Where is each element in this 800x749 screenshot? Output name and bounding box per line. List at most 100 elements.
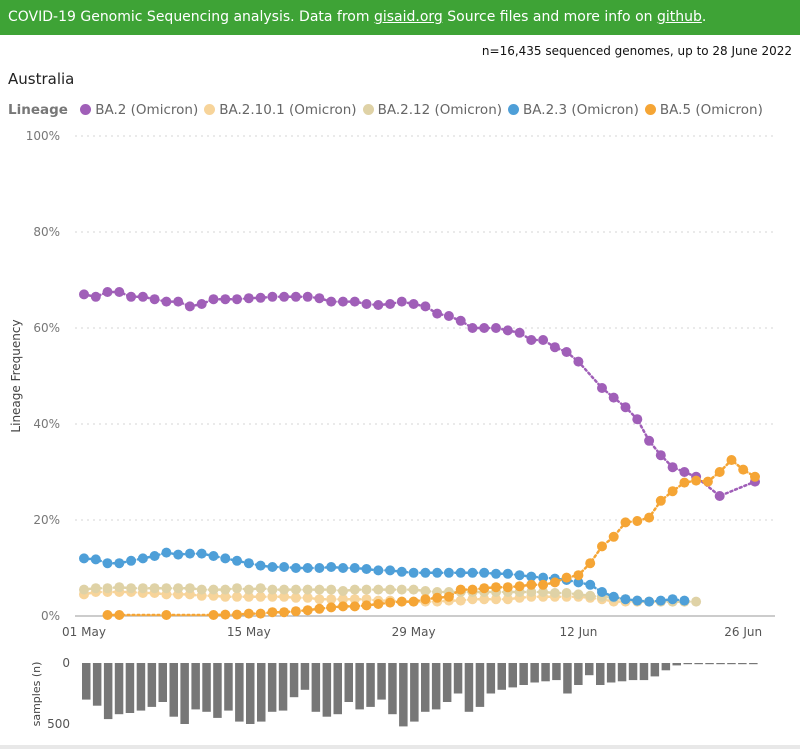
data-point [714,467,725,477]
data-point [385,565,396,576]
data-point [326,584,337,595]
data-point [455,595,466,606]
samples-bar [683,663,692,665]
data-point [161,547,172,558]
y-tick-label: 20% [33,513,60,527]
data-point [349,584,360,595]
data-point [491,568,501,579]
samples-bar [639,663,649,681]
data-point [549,577,560,588]
data-point [208,551,219,561]
legend-marker [644,104,656,115]
data-point [514,327,525,338]
data-point [561,347,572,357]
gisaid-link[interactable]: gisaid.org [373,9,443,25]
series-line [82,590,686,603]
data-point [432,308,443,319]
data-point [361,299,372,309]
data-point [573,356,584,367]
samples-bar [388,663,397,715]
samples-bar [224,663,233,711]
x-tick-label: 26 Jun [724,625,762,639]
data-point [243,293,254,304]
samples-bar [311,663,321,712]
data-point [620,517,631,528]
data-point [338,563,348,573]
series-line [82,551,686,603]
data-point [455,584,466,595]
legend-item-ba-5-omicron[interactable]: BA.5 (Omicron) [644,102,763,118]
data-point [196,548,207,559]
data-point [102,287,113,297]
samples-bar [289,663,299,698]
data-point [420,586,431,596]
data-point [573,589,584,600]
data-point [232,555,242,566]
data-point [338,594,348,605]
data-point [538,335,549,345]
y-tick-label: 60% [33,321,60,335]
samples-axis-title: samples (n) [30,662,43,727]
data-point [691,596,702,607]
data-point [232,294,242,305]
data-point [385,597,396,608]
data-point [373,565,384,576]
data-point [443,567,454,578]
data-point [114,610,125,620]
legend-item-ba-2-10-1-omicron[interactable]: BA.2.10.1 (Omicron) [204,102,357,118]
data-point [149,294,160,305]
data-point [326,602,337,613]
samples-bar [147,663,157,707]
samples-bar [246,663,255,724]
data-point [750,471,760,482]
samples-bar [333,663,342,715]
github-link[interactable]: github [656,9,702,25]
data-point [526,587,537,597]
data-point [184,548,195,559]
samples-bar [508,663,517,688]
samples-bar [650,663,660,677]
samples-bar [344,663,353,702]
samples-bar [606,663,616,683]
data-point [255,560,266,571]
data-point [538,572,549,583]
data-point [632,516,643,526]
data-point [373,300,384,310]
data-point [655,595,666,606]
samples-bar [377,663,386,700]
data-point [420,301,431,312]
series-ba-2-omicron [79,287,760,501]
data-point [432,567,443,578]
data-point [585,579,596,590]
data-point [173,583,184,594]
series-line [82,290,757,498]
data-point [290,592,301,603]
data-point [338,586,348,596]
data-point [526,579,537,590]
legend-item-ba-2-12-omicron[interactable]: BA.2.12 (Omicron) [362,102,502,118]
data-point [326,562,337,572]
samples-bar [235,663,244,722]
samples-bar [497,663,506,690]
data-point [467,584,478,595]
samples-bar [541,663,550,682]
data-point [491,594,501,605]
data-point [232,583,242,594]
samples-bar [191,663,200,710]
data-point [502,568,513,579]
data-point [467,594,478,605]
data-point [526,571,537,582]
data-point [173,549,184,560]
legend-item-ba-2-omicron[interactable]: BA.2 (Omicron) [80,102,198,118]
legend-marker [204,104,216,115]
data-point [408,299,419,309]
data-point [691,475,702,486]
data-point [726,455,737,465]
samples-bar [82,663,91,700]
data-point [549,588,560,598]
samples-bar [399,663,408,727]
samples-bar [202,663,211,712]
data-point [161,610,172,620]
legend-item-ba-2-3-omicron[interactable]: BA.2.3 (Omicron) [508,102,639,118]
data-point [526,335,537,345]
